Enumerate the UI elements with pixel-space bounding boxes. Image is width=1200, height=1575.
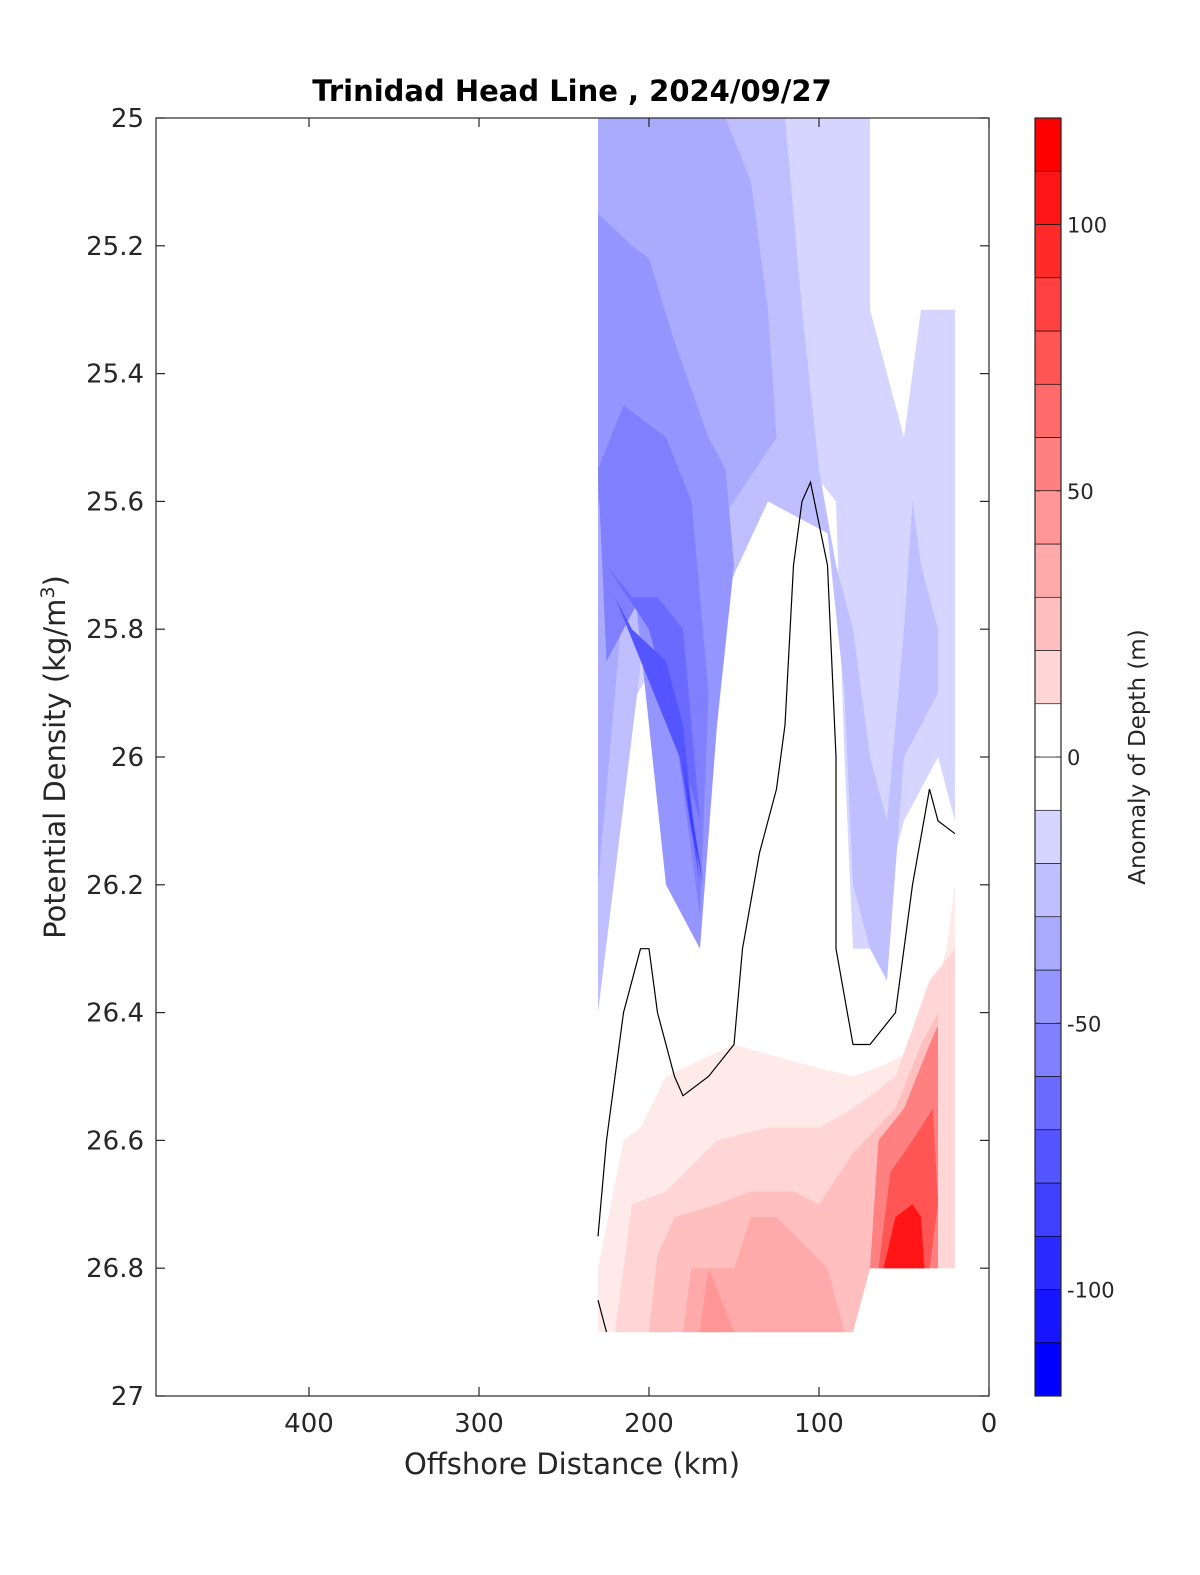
y-axis-label-main: Potential Density (kg/m bbox=[38, 599, 72, 939]
colorbar-frame bbox=[1034, 117, 1062, 1397]
y-tick-label-6: 26.2 bbox=[86, 871, 144, 901]
colorbar-tick-label-0: -100 bbox=[1067, 1279, 1115, 1303]
y-tick-label-7: 26.4 bbox=[86, 999, 144, 1029]
colorbar-segment-70 bbox=[1034, 330, 1062, 385]
y-axis-label-suffix: ) bbox=[38, 575, 72, 586]
colorbar-segment--50 bbox=[1034, 969, 1062, 1024]
colorbar-segment-10 bbox=[1034, 650, 1062, 705]
contour-region-5 bbox=[606, 565, 700, 821]
colorbar-segment-30 bbox=[1034, 543, 1062, 598]
colorbar-segment--40 bbox=[1034, 916, 1062, 971]
colorbar-segment--80 bbox=[1034, 1129, 1062, 1184]
x-tick-label-4: 0 bbox=[981, 1409, 998, 1439]
x-tick-label-1: 300 bbox=[454, 1409, 504, 1439]
contour-region-15 bbox=[883, 1204, 925, 1269]
colorbar-segment-20 bbox=[1034, 596, 1062, 651]
colorbar-segment-40 bbox=[1034, 490, 1062, 545]
colorbar-segment--90 bbox=[1034, 1182, 1062, 1237]
y-tick-label-2: 25.4 bbox=[86, 360, 144, 390]
y-tick-label-3: 25.6 bbox=[86, 487, 144, 517]
colorbar-segment-110 bbox=[1034, 117, 1062, 172]
colorbar: -100 -50 0 50 100 bbox=[1034, 117, 1115, 1397]
colorbar-segment-100 bbox=[1034, 170, 1062, 225]
colorbar-tick-label-4: 100 bbox=[1067, 214, 1107, 238]
y-tick-label-1: 25.2 bbox=[86, 232, 144, 262]
colorbar-segment-50 bbox=[1034, 437, 1062, 492]
y-tick-label-10: 27 bbox=[111, 1382, 144, 1412]
colorbar-segment-90 bbox=[1034, 224, 1062, 279]
contour-region-10 bbox=[649, 1012, 938, 1333]
colorbar-segment--30 bbox=[1034, 863, 1062, 918]
colorbar-segment--110 bbox=[1034, 1289, 1062, 1344]
colorbar-segment--70 bbox=[1034, 1076, 1062, 1131]
colorbar-segment--60 bbox=[1034, 1022, 1062, 1077]
contour-region-6 bbox=[615, 597, 700, 885]
colorbar-label: Anomaly of Depth (m) bbox=[1125, 629, 1151, 884]
colorbar-segment--100 bbox=[1034, 1235, 1062, 1290]
colorbar-segment--10 bbox=[1034, 756, 1062, 811]
x-axis-label: Offshore Distance (km) bbox=[404, 1447, 740, 1481]
colorbar-segment-80 bbox=[1034, 277, 1062, 332]
colorbar-tick-label-1: -50 bbox=[1067, 1012, 1101, 1036]
contour-region-4 bbox=[598, 405, 709, 917]
y-axis-label: Potential Density (kg/m3) bbox=[37, 575, 72, 939]
zero-contour-lines bbox=[597, 480, 956, 1333]
x-tick-label-2: 200 bbox=[624, 1409, 674, 1439]
colorbar-segment--120 bbox=[1034, 1342, 1062, 1397]
y-tick-label-5: 26 bbox=[111, 743, 144, 773]
chart-title: Trinidad Head Line , 2024/09/27 bbox=[312, 74, 832, 108]
contour-region-11 bbox=[683, 1217, 845, 1333]
colorbar-tick-label-2: 0 bbox=[1067, 746, 1080, 770]
colorbar-tick-label-3: 50 bbox=[1067, 480, 1094, 504]
zero-contour-1 bbox=[597, 1300, 608, 1333]
contour-fills bbox=[598, 118, 955, 1333]
x-tick-label-3: 100 bbox=[794, 1409, 844, 1439]
y-tick-label-9: 26.8 bbox=[86, 1254, 144, 1284]
contour-region-12 bbox=[700, 1268, 734, 1333]
zero-contour-0 bbox=[597, 480, 956, 1237]
colorbar-segment--20 bbox=[1034, 809, 1062, 864]
colorbar-segment-60 bbox=[1034, 383, 1062, 438]
y-axis-label-superscript: 3 bbox=[37, 586, 59, 598]
x-tick-label-0: 400 bbox=[284, 1409, 334, 1439]
y-tick-label-4: 25.8 bbox=[86, 615, 144, 645]
y-tick-label-0: 25 bbox=[111, 104, 144, 134]
colorbar-segment-0 bbox=[1034, 703, 1062, 758]
axis-ticks: 400 300 200 100 0 25 25.2 25.4 25.6 25.8 26 26.2 26.… bbox=[86, 104, 997, 1439]
y-tick-label-8: 26.6 bbox=[86, 1126, 144, 1156]
contour-region-7 bbox=[683, 757, 704, 885]
